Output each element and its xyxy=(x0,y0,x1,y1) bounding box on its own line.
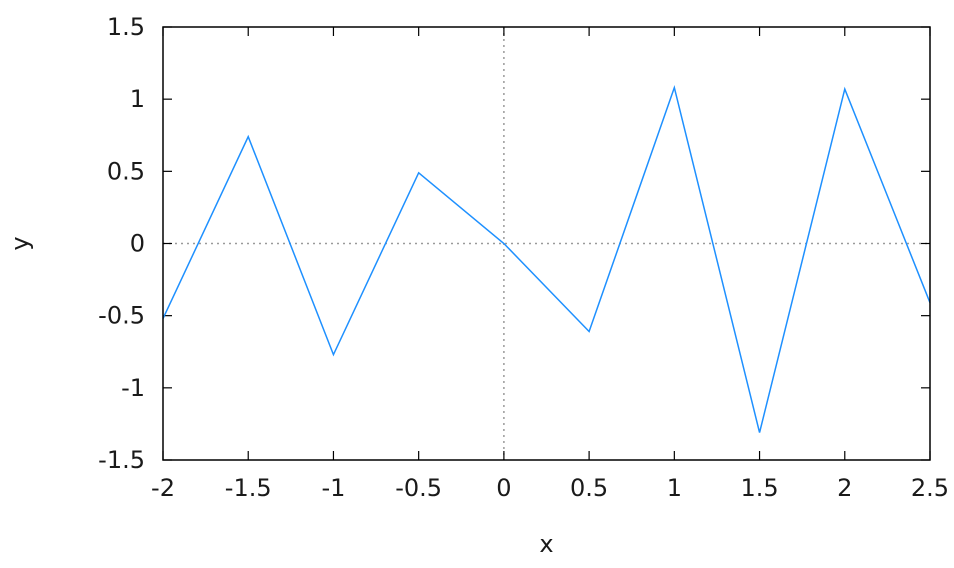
tick-labels: -2 -1.5 -1 -0.5 0 0.5 1 1.5 2 2.5-1.5-1-0.500.511… xyxy=(98,13,949,502)
series-line-0 xyxy=(162,84,931,433)
x-tick-label: 1.5 xyxy=(740,474,778,502)
x-axis-label: x xyxy=(539,530,553,558)
x-tick-label: -0.5 xyxy=(395,474,442,502)
x-tick-label: 0.5 xyxy=(570,474,608,502)
x-tick-label: -1 xyxy=(321,474,345,502)
y-tick-label: 0 xyxy=(130,230,145,258)
y-tick-label: -1 xyxy=(121,374,145,402)
x-tick-label: 0 xyxy=(496,474,511,502)
y-tick-label: 1.5 xyxy=(107,13,145,41)
x-tick-label: 1 xyxy=(667,474,682,502)
y-tick-label: 0.5 xyxy=(107,157,145,185)
series-layer xyxy=(162,84,931,433)
zero-lines xyxy=(163,27,930,460)
plot-frame xyxy=(162,26,931,461)
x-tick-label: -2 xyxy=(151,474,175,502)
y-axis-label: y xyxy=(6,236,34,250)
x-tick-label: 2.5 xyxy=(911,474,949,502)
x-tick-label: 2 xyxy=(837,474,852,502)
y-tick-label: 1 xyxy=(130,85,145,113)
x-tick-label: -1.5 xyxy=(225,474,272,502)
y-tick-label: -1.5 xyxy=(98,446,145,474)
y-tick-label: -0.5 xyxy=(98,302,145,330)
